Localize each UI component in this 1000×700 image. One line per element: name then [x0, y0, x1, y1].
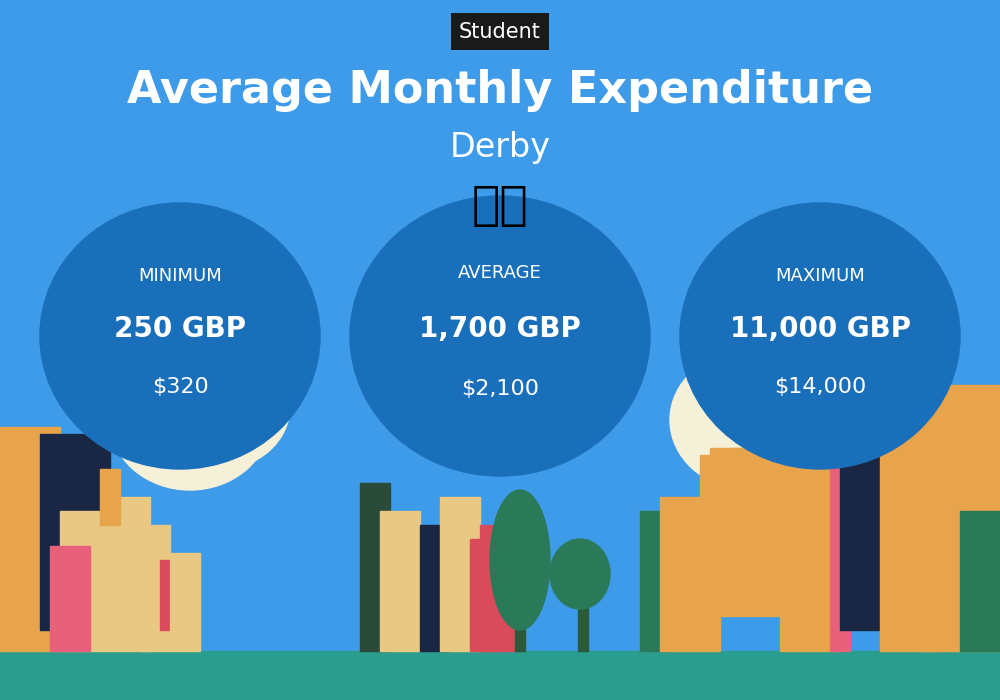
Ellipse shape [110, 350, 270, 490]
Bar [960, 511, 1000, 651]
Text: MINIMUM: MINIMUM [138, 267, 222, 285]
Bar [660, 497, 700, 651]
Text: 11,000 GBP: 11,000 GBP [730, 315, 910, 344]
Text: Student: Student [459, 22, 541, 41]
Bar [640, 511, 670, 651]
Bar [50, 546, 90, 651]
Bar [110, 497, 150, 651]
Bar [470, 539, 500, 651]
Text: $14,000: $14,000 [774, 377, 866, 396]
Bar [920, 385, 1000, 651]
Bar [170, 553, 200, 651]
Text: AVERAGE: AVERAGE [458, 264, 542, 282]
Ellipse shape [680, 203, 960, 469]
Bar [880, 427, 940, 651]
Bar [515, 553, 525, 651]
Text: $2,100: $2,100 [461, 379, 539, 399]
Bar [0, 651, 1000, 700]
Bar [780, 427, 840, 651]
Bar [60, 511, 110, 651]
Text: Derby: Derby [450, 130, 550, 164]
Ellipse shape [40, 203, 320, 469]
Ellipse shape [550, 539, 610, 609]
Ellipse shape [350, 196, 650, 476]
Text: MAXIMUM: MAXIMUM [775, 267, 865, 285]
Bar [360, 483, 390, 651]
Bar [730, 448, 750, 504]
Bar [830, 427, 850, 651]
Text: $320: $320 [152, 377, 208, 396]
Text: Average Monthly Expenditure: Average Monthly Expenditure [127, 69, 873, 113]
Bar [380, 511, 420, 651]
Bar [440, 497, 480, 651]
Bar [578, 567, 588, 651]
Bar [840, 434, 900, 630]
Bar [100, 469, 120, 525]
Bar [710, 448, 790, 616]
Text: 🇬🇧: 🇬🇧 [472, 184, 528, 229]
Bar [700, 455, 720, 651]
Bar [480, 525, 520, 651]
Ellipse shape [670, 350, 830, 490]
Bar [40, 434, 110, 630]
Ellipse shape [710, 343, 850, 469]
Bar [420, 525, 450, 651]
Bar [140, 525, 170, 651]
Text: 1,700 GBP: 1,700 GBP [419, 315, 581, 343]
Bar [0, 427, 60, 651]
Text: 250 GBP: 250 GBP [114, 315, 246, 344]
Ellipse shape [150, 343, 290, 469]
Ellipse shape [490, 490, 550, 630]
Bar [160, 560, 180, 630]
